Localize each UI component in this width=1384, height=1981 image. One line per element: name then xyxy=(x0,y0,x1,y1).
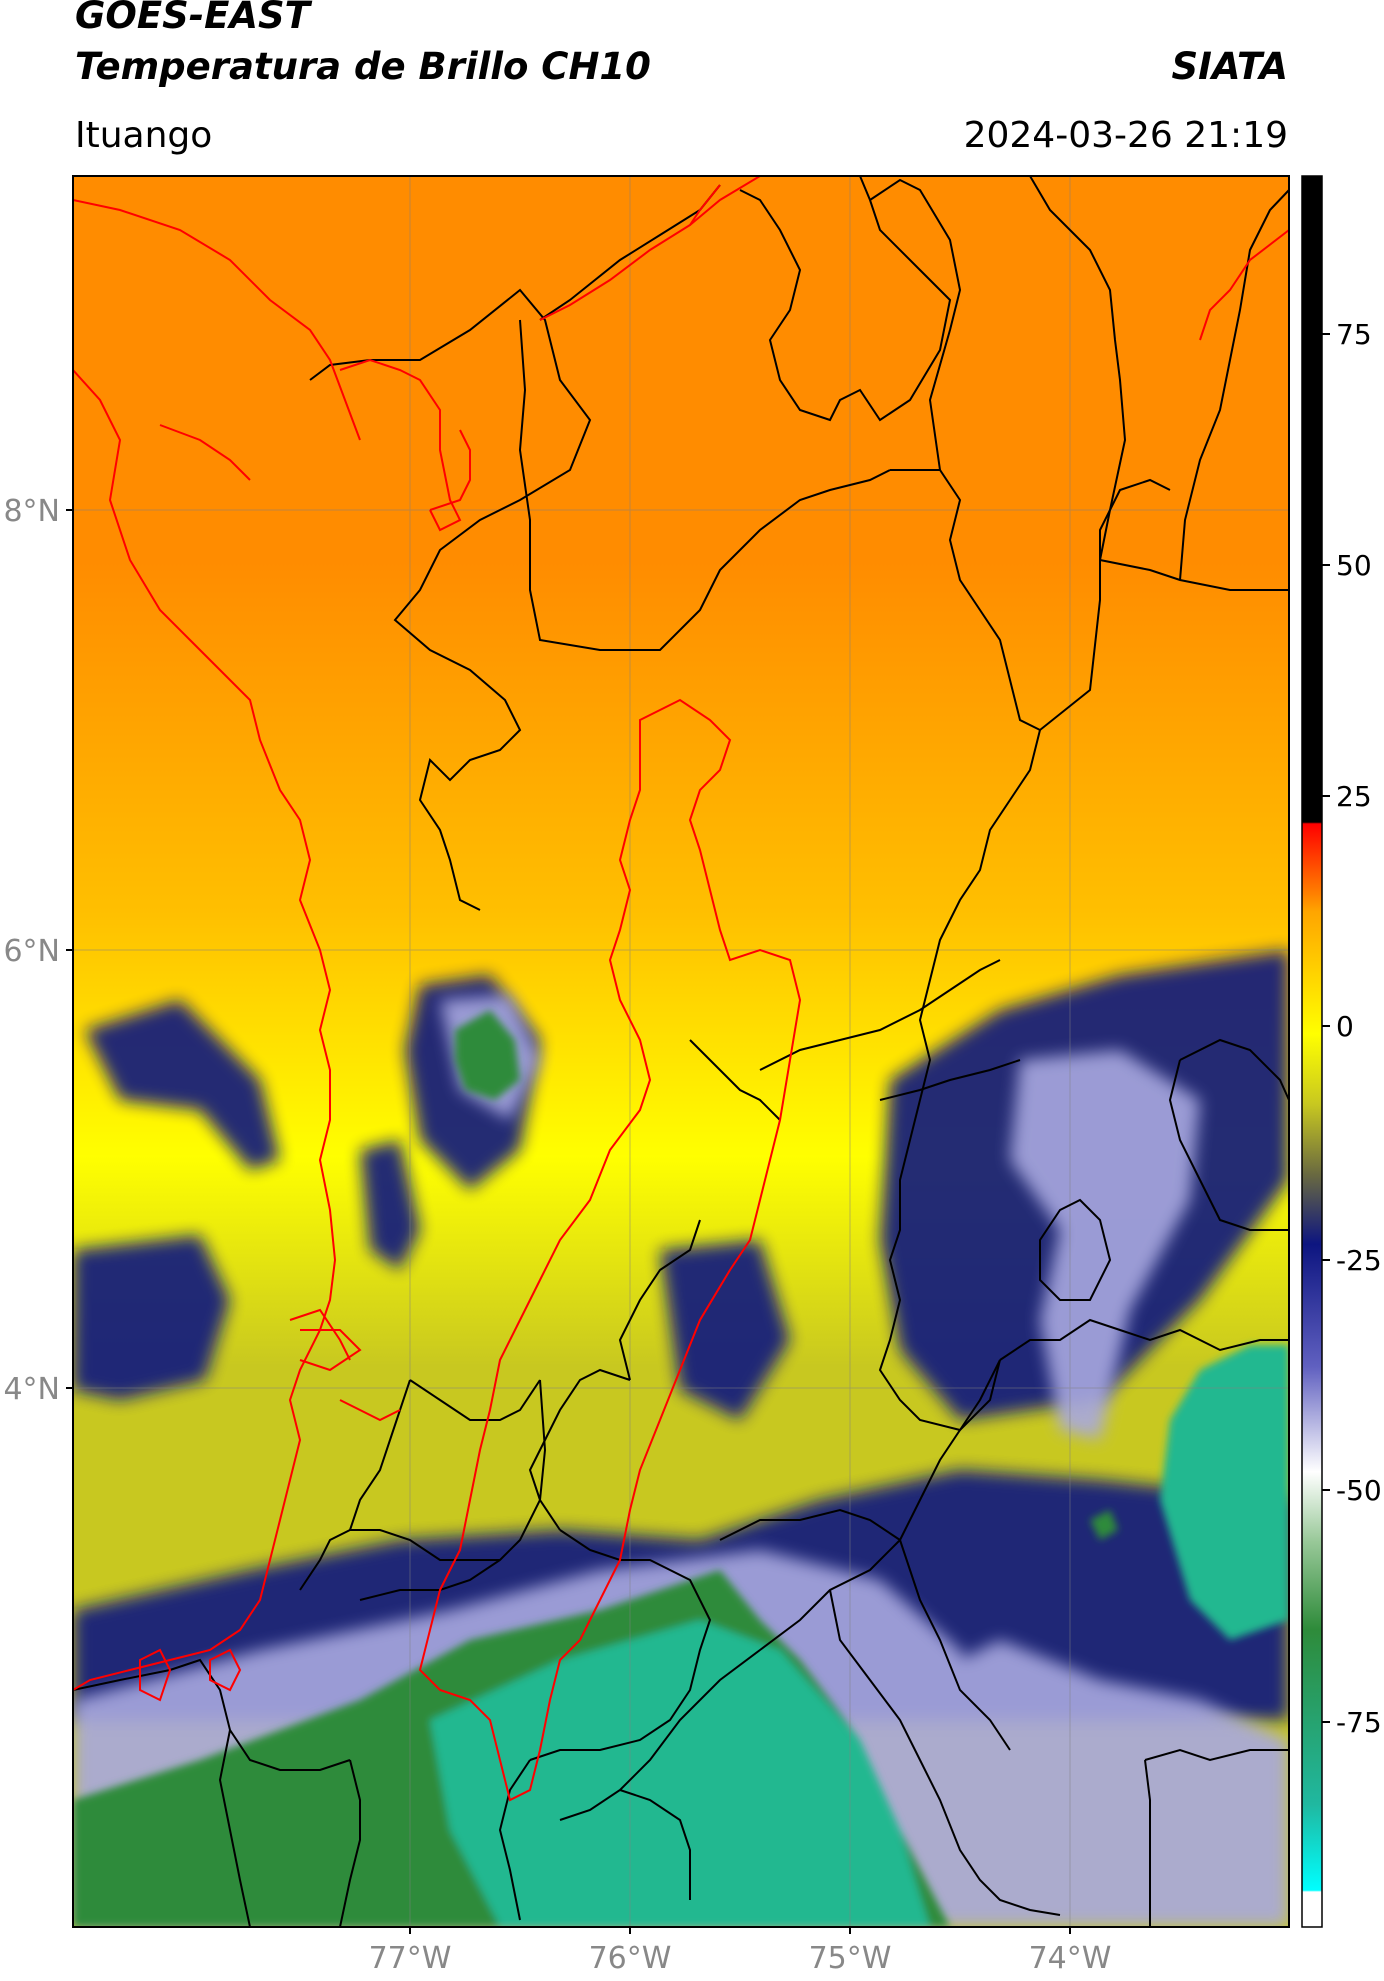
colorbar-label-0: 0 xyxy=(1336,1010,1354,1043)
colorbar-labels: 75 50 25 0 -25 -50 -75 xyxy=(1336,318,1382,1739)
lon-label-76w: 76°W xyxy=(589,1941,672,1976)
cloud-green-regions xyxy=(73,1010,1289,1927)
admin-borders xyxy=(73,176,1289,1927)
latitude-labels: 8°N 6°N 4°N xyxy=(3,494,60,1407)
lon-label-74w: 74°W xyxy=(1029,1941,1112,1976)
institution-label: SIATA xyxy=(1171,45,1288,88)
colorbar-ticks xyxy=(1322,333,1330,1723)
satellite-map xyxy=(73,176,1289,1927)
axis-ticks xyxy=(66,509,1071,1934)
datetime-label: 2024-03-26 21:19 xyxy=(963,115,1288,156)
graticule xyxy=(73,176,1289,1927)
longitude-labels: 77°W 76°W 75°W 74°W xyxy=(369,1941,1112,1976)
red-boundaries xyxy=(73,176,1289,1802)
colorbar-gradient xyxy=(1301,175,1323,1928)
colorbar-label-50: 50 xyxy=(1336,549,1372,582)
colorbar-label-minus50: -50 xyxy=(1336,1474,1382,1507)
colorbar-label-25: 25 xyxy=(1336,780,1372,813)
satellite-title: GOES-EAST xyxy=(75,0,310,37)
lat-label-4n: 4°N xyxy=(3,1372,60,1407)
map-frame xyxy=(72,175,1290,1928)
colorbar-label-minus75: -75 xyxy=(1336,1706,1382,1739)
lat-label-8n: 8°N xyxy=(3,494,60,529)
product-title: Temperatura de Brillo CH10 xyxy=(75,45,651,88)
colorbar-label-75: 75 xyxy=(1336,318,1372,351)
colorbar: 75 50 25 0 -25 -50 -75 xyxy=(1301,175,1382,1928)
location-label: Ituango xyxy=(75,115,213,156)
lon-label-75w: 75°W xyxy=(809,1941,892,1976)
colorbar-label-minus25: -25 xyxy=(1336,1244,1382,1277)
lon-label-77w: 77°W xyxy=(369,1941,452,1976)
lat-label-6n: 6°N xyxy=(3,934,60,969)
